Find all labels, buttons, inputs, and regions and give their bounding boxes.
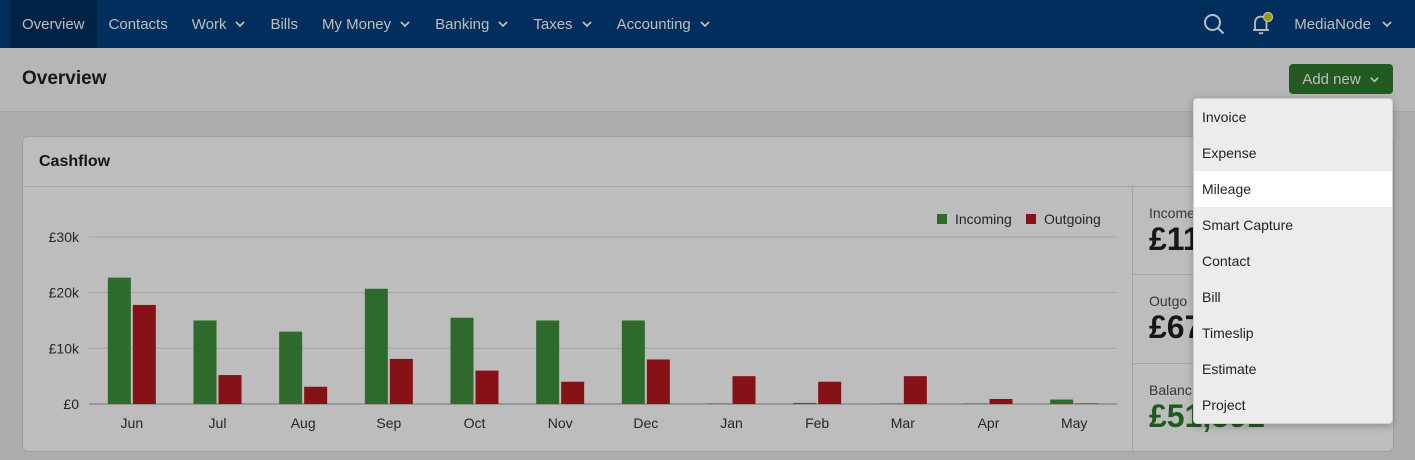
- menu-item-timeslip[interactable]: Timeslip: [1202, 325, 1254, 341]
- card-header: Cashflow: [23, 137, 1393, 187]
- bar-outgoing: [818, 381, 842, 404]
- bar-incoming: [107, 277, 131, 404]
- bar-outgoing: [389, 358, 413, 404]
- nav-item-label: Work: [191, 15, 227, 33]
- nav-item-label: Bills: [270, 15, 298, 33]
- nav-item-label: My Money: [321, 15, 392, 33]
- bar-outgoing: [475, 370, 499, 404]
- page-title: Overview: [22, 68, 107, 89]
- chart-svg: £0 £10k £20k £30k Jun Jul Aug Sep Oct Nov Dec Jan Fe…: [49, 211, 1117, 431]
- card-title: Cashflow: [39, 153, 111, 170]
- nav-right: MediaNode: [1190, 0, 1415, 48]
- search-icon[interactable]: [1190, 0, 1238, 48]
- menu-item-invoice[interactable]: Invoice: [1202, 109, 1247, 125]
- nav-item-my-money[interactable]: My Money: [310, 0, 423, 48]
- bar-outgoing: [732, 376, 756, 404]
- bar-outgoing: [304, 386, 328, 404]
- x-tick-label: Feb: [805, 415, 829, 431]
- legend-label-outgoing: Outgoing: [1044, 211, 1101, 227]
- nav-item-banking[interactable]: Banking: [423, 0, 521, 48]
- y-tick-label: £30k: [49, 229, 80, 245]
- top-navigation: Overview Contacts Work Bills My Money Banking…: [0, 0, 1415, 48]
- x-tick-label: Oct: [464, 415, 486, 431]
- nav-item-label: Overview: [22, 15, 85, 33]
- bar-incoming: [707, 403, 731, 404]
- stat-label: Income: [1149, 205, 1195, 221]
- bar-incoming: [450, 317, 474, 404]
- bar-outgoing: [132, 304, 156, 404]
- bar-incoming: [193, 320, 217, 404]
- bar-outgoing: [218, 375, 242, 404]
- nav-item-work[interactable]: Work: [180, 0, 259, 48]
- x-tick-label: May: [1061, 415, 1087, 431]
- bar-incoming: [279, 331, 303, 404]
- x-tick-label: Sep: [376, 415, 401, 431]
- menu-item-estimate[interactable]: Estimate: [1202, 361, 1257, 377]
- bar-incoming: [621, 320, 645, 404]
- chevron-down-icon: [400, 21, 410, 28]
- chevron-down-icon: [1369, 76, 1379, 83]
- nav-item-accounting[interactable]: Accounting: [605, 0, 723, 48]
- x-tick-label: Dec: [633, 415, 658, 431]
- account-name: MediaNode: [1294, 15, 1371, 33]
- x-tick-label: Jul: [209, 415, 227, 431]
- x-tick-label: Aug: [291, 415, 316, 431]
- stat-value: £11: [1149, 221, 1201, 257]
- bar-outgoing: [989, 398, 1013, 404]
- bar-outgoing: [561, 381, 585, 404]
- chevron-down-icon: [498, 21, 509, 28]
- bar-incoming: [793, 402, 817, 404]
- menu-item-contact[interactable]: Contact: [1202, 253, 1251, 269]
- legend-swatch-incoming: [937, 214, 947, 224]
- bar-incoming: [878, 403, 902, 404]
- bar-incoming: [536, 320, 560, 404]
- bar-incoming: [964, 403, 988, 404]
- menu-item-bill[interactable]: Bill: [1202, 289, 1221, 305]
- nav-item-contacts[interactable]: Contacts: [97, 0, 180, 48]
- account-menu[interactable]: MediaNode: [1286, 0, 1415, 48]
- x-tick-label: Jun: [121, 415, 144, 431]
- stat-label: Balanc: [1149, 382, 1192, 398]
- cashflow-card: Cashflow £0 £10k £20k £30k Jun Jul Aug Sep Oct No…: [22, 136, 1395, 453]
- nav-items: Overview Contacts Work Bills My Money Banking…: [10, 0, 723, 48]
- menu-item-project[interactable]: Project: [1202, 397, 1246, 413]
- y-tick-label: £10k: [49, 340, 80, 356]
- nav-item-label: Banking: [435, 15, 490, 33]
- bar-incoming: [1050, 399, 1074, 404]
- nav-item-taxes[interactable]: Taxes: [521, 0, 604, 48]
- chevron-down-icon: [581, 21, 592, 28]
- x-tick-label: Jan: [720, 415, 743, 431]
- bar-outgoing: [646, 359, 670, 404]
- chevron-down-icon: [1382, 21, 1392, 28]
- x-tick-label: Mar: [891, 415, 915, 431]
- x-tick-label: Nov: [548, 415, 573, 431]
- bar-incoming: [364, 288, 388, 404]
- cashflow-chart: £0 £10k £20k £30k Jun Jul Aug Sep Oct Nov Dec Jan Fe…: [23, 187, 1133, 453]
- bar-outgoing: [903, 376, 927, 404]
- add-new-menu-list: Invoice Expense Mileage Smart Capture Contac…: [1194, 99, 1392, 423]
- y-tick-label: £20k: [49, 285, 80, 301]
- stat-label: Outgo: [1149, 293, 1188, 309]
- add-new-menu: Invoice Expense Mileage Smart Capture Contac…: [1193, 98, 1393, 424]
- menu-item-mileage[interactable]: Mileage: [1194, 171, 1392, 207]
- chevron-down-icon: [235, 21, 246, 28]
- page-header: Overview Add new: [0, 48, 1415, 112]
- add-new-button[interactable]: Add new: [1289, 64, 1393, 94]
- add-new-label: Add new: [1302, 70, 1361, 88]
- bar-outgoing: [1075, 403, 1099, 404]
- legend-swatch-outgoing: [1026, 214, 1036, 224]
- nav-item-label: Accounting: [616, 15, 691, 33]
- x-tick-label: Apr: [978, 415, 1000, 431]
- notification-bell-icon[interactable]: [1238, 0, 1286, 48]
- nav-item-label: Contacts: [108, 15, 168, 33]
- nav-item-overview[interactable]: Overview: [10, 0, 97, 48]
- legend-label-incoming: Incoming: [955, 211, 1012, 227]
- chevron-down-icon: [700, 21, 710, 28]
- menu-item-expense[interactable]: Expense: [1202, 145, 1257, 161]
- y-tick-label: £0: [63, 396, 79, 412]
- menu-item-smart-capture[interactable]: Smart Capture: [1202, 217, 1294, 233]
- nav-item-bills[interactable]: Bills: [258, 0, 310, 48]
- nav-item-label: Taxes: [533, 15, 573, 33]
